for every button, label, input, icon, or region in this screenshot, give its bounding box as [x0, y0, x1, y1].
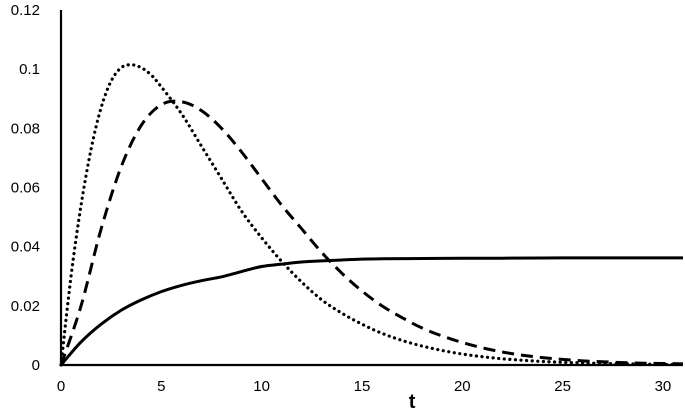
y-axis-tick-labels: 0 0.02 0.04 0.06 0.08 0.1 0.12 [11, 2, 40, 374]
y-tick-label: 0.04 [11, 239, 40, 256]
series-line-solid [59, 256, 683, 366]
series-lines [59, 63, 685, 367]
y-tick-label: 0 [32, 357, 40, 374]
y-tick-label: 0.08 [11, 120, 40, 137]
x-axis-tick-labels: 0 5 10 15 20 25 30 [57, 378, 671, 395]
x-tick-label: 5 [157, 378, 165, 395]
x-axis-title: t [409, 391, 416, 412]
y-tick-label: 0.12 [11, 2, 40, 19]
y-tick-label: 0.02 [11, 298, 40, 315]
y-tick-label: 0.1 [19, 61, 40, 78]
series-line-dashed [59, 99, 684, 366]
x-tick-label: 25 [554, 378, 571, 395]
x-tick-label: 0 [57, 378, 65, 395]
x-tick-label: 30 [655, 378, 672, 395]
x-tick-label: 20 [454, 378, 471, 395]
y-tick-label: 0.06 [11, 180, 40, 197]
series-line-dotted [59, 63, 685, 367]
x-tick-label: 10 [253, 378, 270, 395]
x-tick-label: 15 [354, 378, 371, 395]
